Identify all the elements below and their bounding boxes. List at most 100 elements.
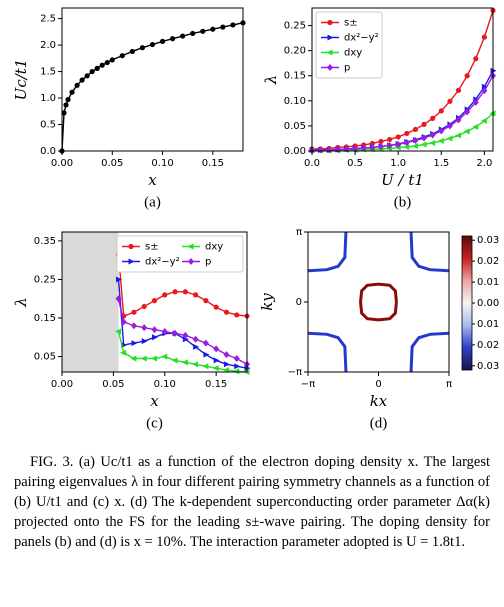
y-tick-label: 0.15 bbox=[34, 313, 56, 324]
marker bbox=[446, 135, 453, 142]
marker bbox=[131, 340, 138, 347]
marker bbox=[480, 117, 487, 124]
marker bbox=[327, 64, 333, 71]
marker bbox=[192, 335, 199, 343]
fermi-surface bbox=[409, 331, 450, 373]
marker bbox=[115, 328, 122, 335]
marker bbox=[130, 322, 137, 330]
marker bbox=[203, 298, 209, 304]
marker bbox=[472, 98, 479, 106]
y-tick-label: −π bbox=[288, 367, 302, 378]
marker bbox=[193, 292, 199, 298]
marker bbox=[234, 363, 241, 370]
marker bbox=[447, 98, 453, 104]
marker bbox=[182, 331, 189, 339]
y-tick-label: 2.0 bbox=[40, 40, 56, 51]
marker bbox=[429, 131, 436, 139]
x-tick-label: 0.15 bbox=[205, 379, 227, 390]
marker bbox=[223, 361, 230, 368]
y-tick-label: 0.20 bbox=[284, 46, 306, 57]
x-tick-label: 0.00 bbox=[51, 379, 73, 390]
marker bbox=[213, 304, 219, 310]
marker bbox=[403, 138, 410, 146]
marker bbox=[202, 363, 209, 370]
legend-label: dxy bbox=[344, 48, 362, 59]
marker bbox=[141, 324, 148, 332]
marker bbox=[120, 318, 127, 326]
marker bbox=[463, 128, 470, 135]
y-tick-label: 0 bbox=[296, 297, 302, 308]
marker bbox=[223, 351, 230, 359]
x-tick-label: 0.00 bbox=[51, 158, 73, 169]
x-tick-label: 0.10 bbox=[151, 158, 173, 169]
plot-frame bbox=[61, 231, 248, 373]
colorbar-tick-label: 0.02 bbox=[477, 340, 499, 351]
marker bbox=[481, 87, 488, 95]
marker bbox=[200, 28, 206, 34]
marker bbox=[412, 126, 419, 133]
colorbar-tick-label: 0.01 bbox=[477, 319, 499, 330]
marker bbox=[326, 146, 333, 154]
marker bbox=[170, 36, 176, 42]
panel-label: (a) bbox=[144, 194, 161, 210]
plot-frame bbox=[307, 231, 450, 373]
marker bbox=[430, 115, 436, 121]
marker bbox=[192, 361, 199, 368]
x-axis-label: U / t1 bbox=[381, 171, 424, 189]
marker bbox=[187, 243, 194, 250]
marker bbox=[481, 34, 487, 40]
marker bbox=[455, 132, 462, 139]
marker bbox=[317, 146, 324, 154]
marker bbox=[69, 89, 75, 95]
x-tick-label: 0.05 bbox=[102, 379, 124, 390]
plot-frame bbox=[61, 7, 244, 152]
y-tick-label: 0.05 bbox=[34, 352, 56, 363]
marker bbox=[159, 38, 166, 44]
fermi-surface bbox=[307, 231, 348, 273]
marker bbox=[65, 97, 71, 103]
marker bbox=[438, 127, 445, 135]
marker bbox=[386, 141, 393, 149]
panel-label: (d) bbox=[370, 415, 388, 431]
marker bbox=[404, 130, 410, 137]
marker bbox=[94, 65, 100, 71]
marker bbox=[79, 77, 85, 83]
marker bbox=[446, 122, 453, 130]
y-tick-label: 0.10 bbox=[284, 96, 306, 107]
marker bbox=[89, 68, 95, 75]
x-tick-label: 0.10 bbox=[154, 379, 176, 390]
marker bbox=[151, 326, 158, 334]
marker bbox=[429, 139, 436, 146]
marker bbox=[220, 24, 226, 30]
colorbar-tick-label: 0.03 bbox=[477, 235, 499, 246]
marker bbox=[161, 353, 168, 360]
y-axis-label: λ bbox=[262, 75, 280, 86]
x-tick-label: 0 bbox=[375, 379, 381, 390]
marker bbox=[360, 144, 367, 152]
shaded-region bbox=[62, 232, 119, 372]
marker bbox=[193, 343, 200, 350]
y-tick-label: 0.25 bbox=[34, 274, 56, 285]
marker bbox=[172, 289, 178, 295]
panel-label: (b) bbox=[394, 194, 412, 210]
marker bbox=[377, 142, 384, 150]
y-tick-label: 0.25 bbox=[284, 21, 306, 32]
x-tick-label: 0.5 bbox=[347, 158, 363, 169]
marker bbox=[131, 309, 137, 315]
legend-label: dxy bbox=[205, 242, 223, 253]
marker bbox=[472, 123, 479, 130]
marker bbox=[141, 303, 147, 310]
colorbar-tick-label: 0.00 bbox=[477, 298, 499, 309]
marker bbox=[119, 53, 125, 59]
colorbar bbox=[461, 235, 473, 371]
marker bbox=[213, 357, 220, 364]
marker bbox=[128, 258, 135, 265]
y-tick-label: 0.35 bbox=[34, 236, 56, 247]
marker bbox=[161, 328, 168, 336]
legend-label: p bbox=[205, 257, 211, 268]
colorbar-tick-label: 0.03 bbox=[477, 361, 499, 372]
panels: 0.00 0.05 0.10 0.150.00.51.01.52.02.5xUc/t1… bbox=[12, 7, 499, 431]
marker bbox=[182, 336, 189, 343]
marker bbox=[99, 62, 105, 68]
